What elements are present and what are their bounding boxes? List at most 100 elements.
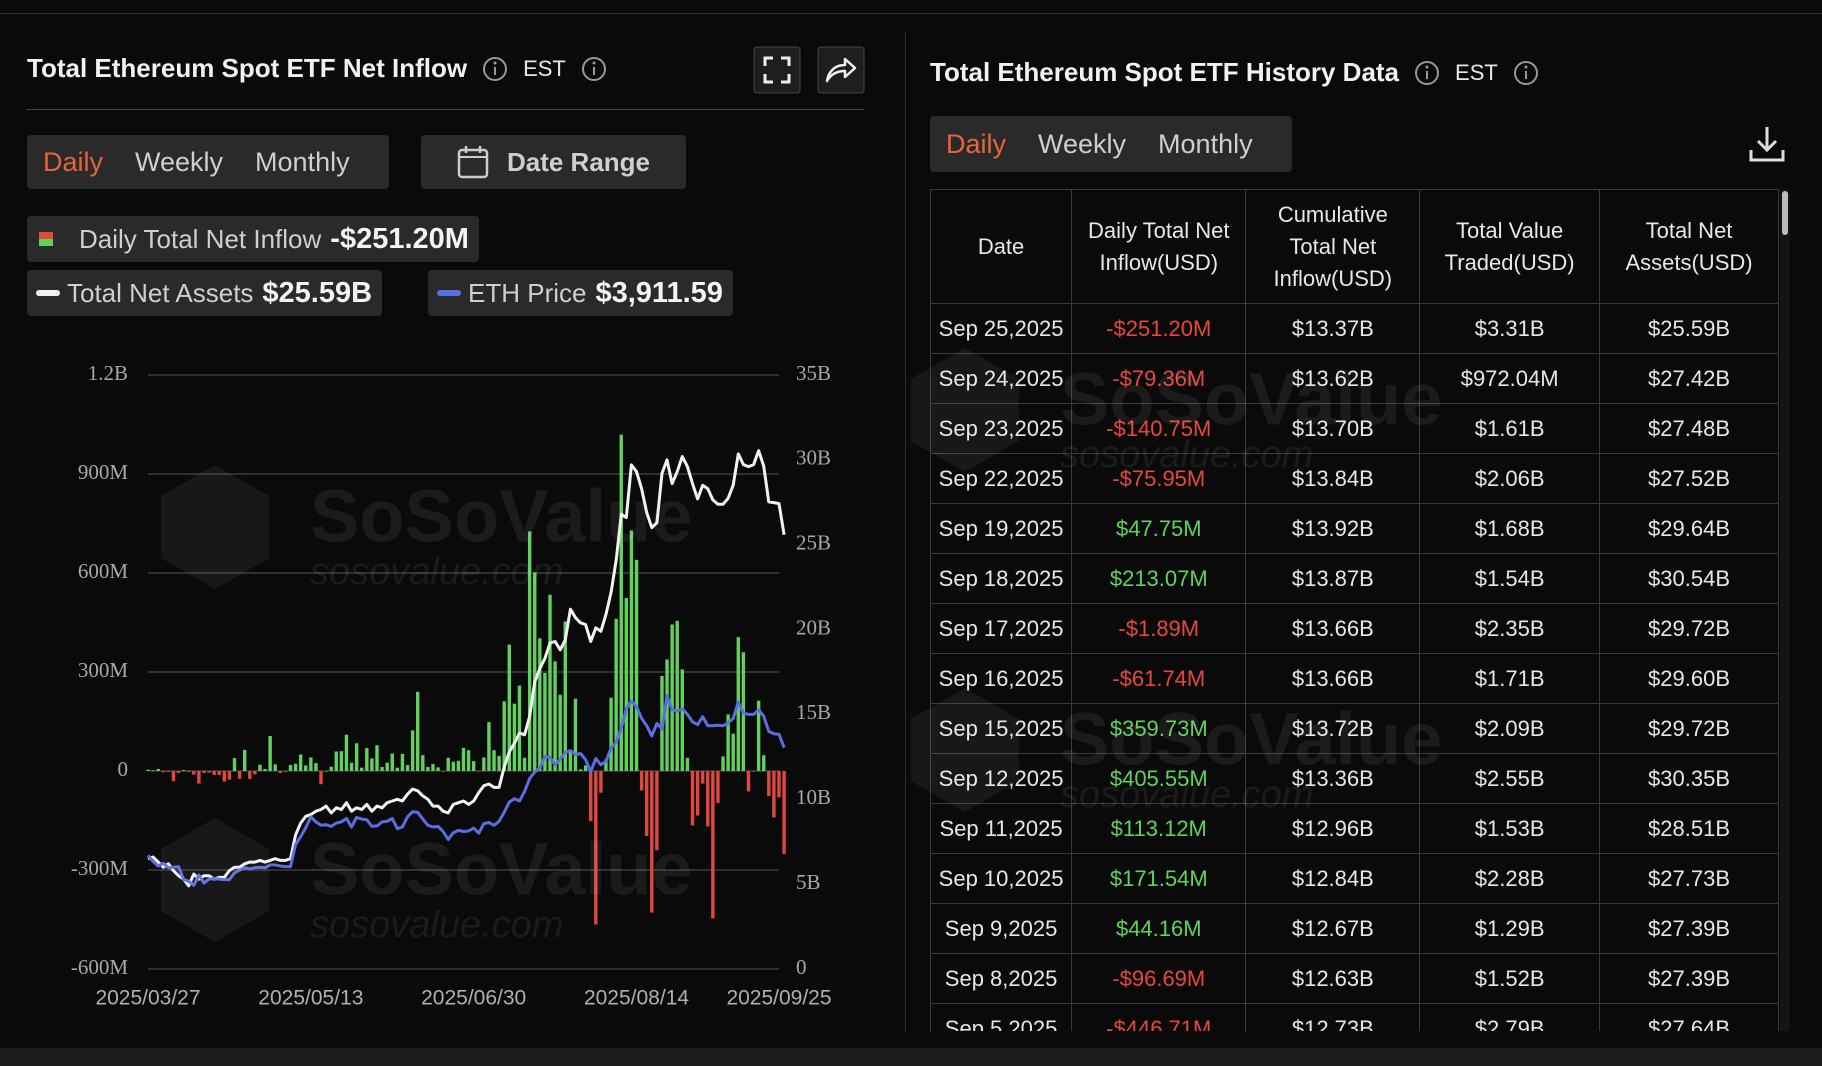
table-cell: $27.73B: [1599, 853, 1779, 904]
bar: [258, 764, 262, 771]
table-cell: $972.04M: [1419, 353, 1601, 404]
legend-item[interactable]: ETH Price $3,911.59: [428, 270, 733, 316]
info-icon[interactable]: [1413, 59, 1441, 87]
bar: [431, 764, 435, 771]
x-tick-label: 2025/05/13: [258, 987, 363, 1010]
table-cell: $12.63B: [1245, 953, 1421, 1004]
panel-title: Total Ethereum Spot ETF History Data: [930, 57, 1400, 87]
bar: [426, 767, 430, 771]
bar: [706, 771, 710, 827]
download-button[interactable]: [1748, 124, 1786, 164]
bar: [517, 685, 522, 771]
bar: [410, 730, 415, 771]
table-cell: $47.75M: [1071, 503, 1247, 554]
table-cell: $12.84B: [1245, 853, 1421, 904]
info-icon[interactable]: [481, 55, 509, 83]
bar: [166, 771, 171, 772]
tab[interactable]: Weekly: [1038, 128, 1127, 159]
table-cell: $171.54M: [1071, 853, 1247, 904]
tab[interactable]: Daily: [43, 146, 104, 177]
bar: [253, 771, 257, 775]
bar: [772, 771, 776, 818]
bar: [283, 771, 288, 772]
info-icon[interactable]: [1512, 59, 1540, 87]
line: [146, 694, 786, 887]
bottom-bar: [0, 1048, 1822, 1066]
bar: [293, 763, 298, 771]
tab[interactable]: Weekly: [135, 146, 224, 177]
bar: [354, 743, 359, 771]
bar: [558, 694, 562, 771]
info-icon[interactable]: [580, 55, 608, 83]
bar: [446, 757, 450, 771]
bar: [639, 771, 644, 791]
table-cell: Sep 19,2025: [930, 503, 1073, 554]
column-header: Daily Total Net Inflow(USD): [1071, 189, 1247, 304]
bar: [456, 760, 461, 771]
bar: [242, 749, 247, 771]
legend-item[interactable]: Total Net Assets $25.59B: [27, 270, 383, 316]
table-cell: $30.35B: [1599, 753, 1779, 804]
scrollbar[interactable]: [1780, 189, 1790, 1031]
bar: [700, 771, 705, 784]
y-tick-label: 900M: [78, 460, 129, 484]
legend-value: $3,911.59: [595, 276, 723, 309]
table-cell: $29.72B: [1599, 703, 1779, 754]
column-header: Date: [930, 189, 1073, 304]
bar: [319, 771, 323, 785]
bar: [421, 755, 425, 771]
x-tick-label: 2025/09/25: [726, 987, 831, 1010]
bar: [487, 722, 491, 771]
table-cell: $28.51B: [1599, 803, 1779, 854]
calendar-icon: [457, 146, 489, 179]
share-button[interactable]: [817, 46, 865, 94]
bar: [441, 771, 445, 772]
bar: [650, 771, 654, 913]
tab[interactable]: Daily: [946, 128, 1007, 159]
line: [147, 449, 786, 888]
bar: [405, 765, 410, 771]
table-cell: $25.59B: [1599, 303, 1779, 354]
bar: [451, 761, 456, 771]
table-cell: $27.42B: [1599, 353, 1779, 404]
bar: [777, 771, 781, 798]
x-tick-label: 2025/03/27: [95, 987, 200, 1010]
bar: [324, 771, 328, 772]
bar: [675, 620, 679, 771]
table-cell: Sep 8,2025: [930, 953, 1073, 1004]
fullscreen-button[interactable]: [753, 46, 801, 94]
table-row: Sep 9,2025 $44.16M $12.67B $1.29B $27.39B: [930, 903, 1779, 954]
tab[interactable]: Monthly: [255, 146, 350, 177]
table-cell: -$75.95M: [1071, 453, 1247, 504]
table-cell: $13.37B: [1245, 303, 1421, 354]
scroll-thumb[interactable]: [1782, 191, 1788, 235]
table-cell: $13.87B: [1245, 553, 1421, 604]
bar: [573, 698, 578, 771]
bar: [222, 771, 227, 782]
tab[interactable]: Monthly: [1158, 128, 1253, 159]
bar: [751, 771, 756, 772]
panel-title: Total Ethereum Spot ETF Net Inflow: [27, 53, 468, 83]
bar: [507, 644, 511, 771]
bar: [619, 434, 623, 771]
table-cell: Sep 5,2025: [930, 1003, 1073, 1031]
table-cell: $2.79B: [1419, 1003, 1601, 1031]
bar: [380, 767, 384, 771]
table-cell: $12.96B: [1245, 803, 1421, 854]
bar: [756, 700, 761, 771]
table-cell: $13.92B: [1245, 503, 1421, 554]
table-cell: $13.66B: [1245, 603, 1421, 654]
timezone: EST: [1455, 59, 1498, 85]
bar: [543, 672, 547, 771]
panel-divider: [905, 32, 906, 1032]
bar: [665, 659, 669, 771]
table-cell: $27.52B: [1599, 453, 1779, 504]
tab-group: Daily Weekly Monthly: [930, 116, 1292, 172]
bar: [176, 771, 181, 773]
table-cell: $2.09B: [1419, 703, 1601, 754]
table-cell: $30.54B: [1599, 553, 1779, 604]
date-range-button[interactable]: Date Range: [421, 135, 686, 189]
legend-item[interactable]: Daily Total Net Inflow -$251.20M: [27, 216, 479, 262]
bar: [690, 771, 695, 826]
